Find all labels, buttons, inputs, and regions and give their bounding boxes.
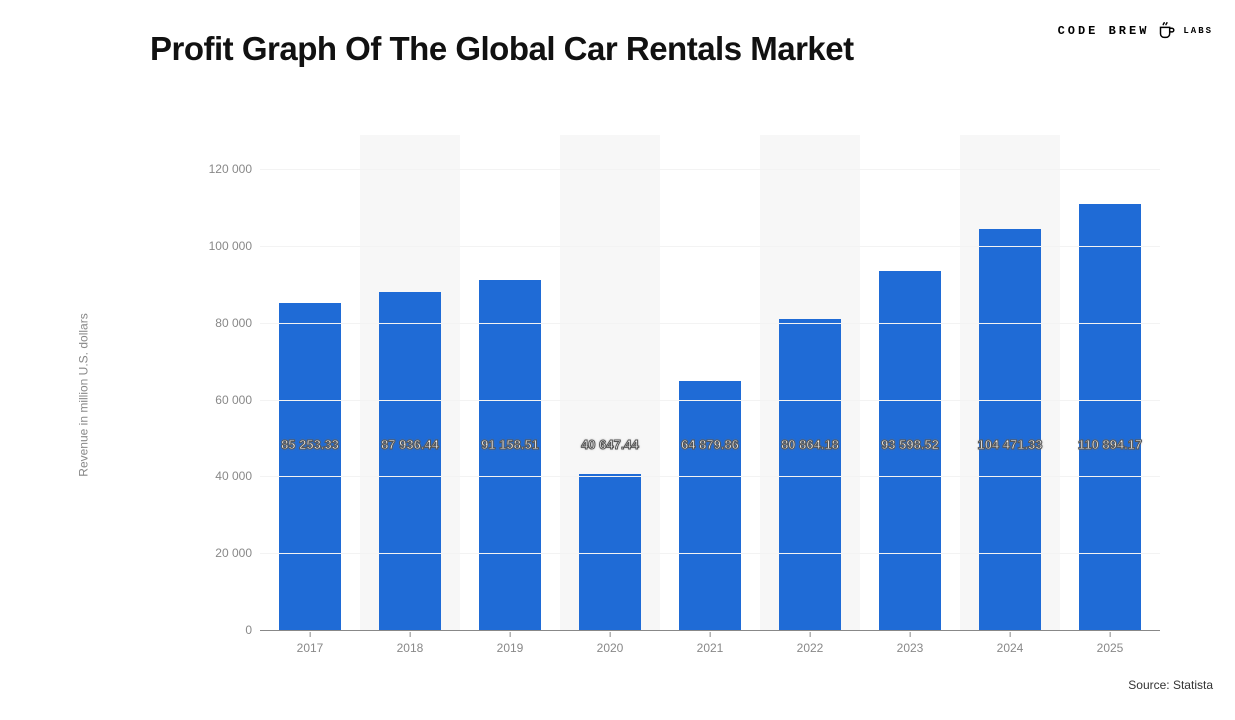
x-tick-label: 2024 (997, 632, 1024, 655)
x-tick-label: 2018 (397, 632, 424, 655)
bar (679, 381, 741, 630)
bar (1079, 204, 1141, 630)
x-tick-label: 2022 (797, 632, 824, 655)
x-tick-label: 2020 (597, 632, 624, 655)
bar (379, 292, 441, 630)
y-tick-label: 20 000 (215, 546, 252, 560)
bar-value-label: 91 158.51 (481, 437, 539, 452)
x-tick-label: 2017 (297, 632, 324, 655)
bar-value-label: 85 253.33 (281, 437, 339, 452)
bar (579, 474, 641, 630)
x-tick-label: 2019 (497, 632, 524, 655)
bar-value-label: 110 894.17 (1078, 437, 1142, 452)
y-tick-label: 60 000 (215, 393, 252, 407)
plot-area: 85 253.33 87 936.44 91 158.51 40 647.44 64 8… (260, 150, 1160, 630)
x-tick-label: 2023 (897, 632, 924, 655)
y-axis-label: Revenue in million U.S. dollars (76, 313, 90, 476)
chart-title: Profit Graph Of The Global Car Rentals M… (150, 30, 854, 68)
bar-value-label: 93 598.52 (881, 437, 939, 452)
bar-value-label: 87 936.44 (381, 437, 439, 452)
x-axis: 2017 2018 2019 2020 2021 2022 2023 2024 2025 (260, 630, 1160, 660)
bar-value-label: 80 864.18 (781, 437, 839, 452)
bar (479, 280, 541, 630)
bar (979, 229, 1041, 630)
brand-sub: LABS (1183, 26, 1213, 36)
bar-value-label: 104 471.33 (977, 437, 1042, 452)
y-tick-label: 40 000 (215, 469, 252, 483)
x-tick-label: 2025 (1097, 632, 1124, 655)
bar-value-label: 40 647.44 (581, 437, 639, 452)
bar (279, 303, 341, 630)
bar-chart: Revenue in million U.S. dollars 85 253.3… (170, 130, 1170, 660)
y-tick-label: 100 000 (209, 239, 252, 253)
y-tick-label: 120 000 (209, 162, 252, 176)
brand-logo: CODE BREW LABS (1058, 20, 1213, 42)
cup-icon (1155, 20, 1177, 42)
y-tick-label: 0 (245, 623, 252, 637)
x-tick-label: 2021 (697, 632, 724, 655)
brand-text: CODE BREW (1058, 24, 1150, 38)
bars-container: 85 253.33 87 936.44 91 158.51 40 647.44 64 8… (260, 150, 1160, 630)
bar-value-label: 64 879.86 (681, 437, 739, 452)
source-label: Source: Statista (1128, 678, 1213, 692)
bar (779, 319, 841, 630)
y-tick-label: 80 000 (215, 316, 252, 330)
